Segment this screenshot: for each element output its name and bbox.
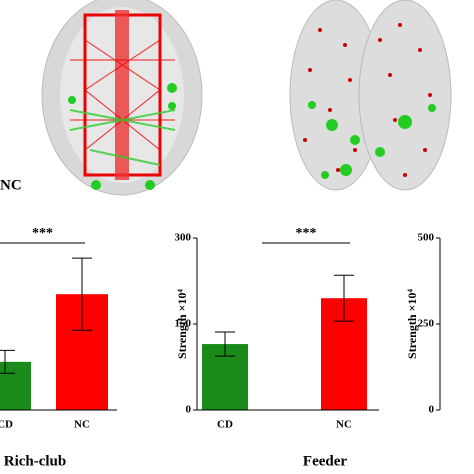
y-tick-label: 250	[418, 318, 435, 330]
y-tick-label: 300	[175, 232, 192, 244]
x-tick-label: CD	[0, 419, 13, 431]
x-tick-label: NC	[336, 419, 352, 431]
x-tick-label: CD	[217, 419, 233, 431]
y-tick-label: 0	[186, 404, 192, 416]
y-axis-label: Strength ×10⁴	[175, 289, 189, 359]
y-tick-label: 150	[175, 318, 192, 330]
y-tick-label: 500	[418, 232, 435, 244]
significance-label: ***	[296, 226, 317, 241]
y-tick-label: 0	[429, 404, 435, 416]
x-tick-label: NC	[74, 419, 90, 431]
panel-label: NC	[0, 177, 22, 193]
chart-title: Feeder	[303, 453, 347, 469]
chart-title: Rich-club	[4, 453, 67, 469]
y-axis-label: Strength ×10⁴	[405, 289, 419, 359]
significance-label: ***	[32, 226, 53, 241]
brain-network-image	[41, 0, 203, 196]
brain-nodes-image	[289, 0, 452, 191]
